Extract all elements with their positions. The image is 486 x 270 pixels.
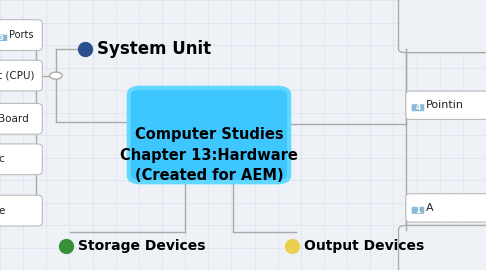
Text: Board: Board bbox=[0, 114, 29, 124]
Text: (Created for AEM): (Created for AEM) bbox=[135, 168, 283, 183]
FancyBboxPatch shape bbox=[0, 35, 7, 41]
Text: Output Devices: Output Devices bbox=[304, 239, 424, 253]
Text: Computer Studies: Computer Studies bbox=[135, 127, 283, 143]
Point bbox=[81, 46, 89, 51]
FancyBboxPatch shape bbox=[0, 144, 42, 175]
FancyBboxPatch shape bbox=[399, 0, 486, 53]
FancyBboxPatch shape bbox=[412, 207, 424, 214]
FancyBboxPatch shape bbox=[0, 195, 42, 226]
Point bbox=[288, 244, 295, 248]
Circle shape bbox=[50, 72, 62, 79]
Text: c: c bbox=[0, 154, 4, 164]
Text: Storage Devices: Storage Devices bbox=[78, 239, 205, 253]
FancyBboxPatch shape bbox=[0, 20, 42, 50]
FancyBboxPatch shape bbox=[406, 91, 486, 119]
Point bbox=[62, 244, 69, 248]
Text: 1: 1 bbox=[416, 206, 420, 215]
Text: A: A bbox=[426, 203, 434, 213]
Text: System Unit: System Unit bbox=[97, 40, 211, 58]
Text: t (CPU): t (CPU) bbox=[0, 70, 35, 81]
Text: 3: 3 bbox=[0, 35, 4, 41]
FancyBboxPatch shape bbox=[399, 225, 486, 270]
Text: Ports: Ports bbox=[9, 30, 33, 40]
Text: 4: 4 bbox=[416, 103, 420, 112]
FancyBboxPatch shape bbox=[406, 194, 486, 222]
Text: e: e bbox=[0, 205, 4, 216]
FancyBboxPatch shape bbox=[0, 103, 42, 134]
Text: Chapter 13:Hardware: Chapter 13:Hardware bbox=[120, 148, 298, 163]
FancyBboxPatch shape bbox=[0, 60, 42, 91]
FancyBboxPatch shape bbox=[129, 88, 289, 182]
Text: Pointin: Pointin bbox=[426, 100, 464, 110]
FancyBboxPatch shape bbox=[412, 104, 424, 111]
